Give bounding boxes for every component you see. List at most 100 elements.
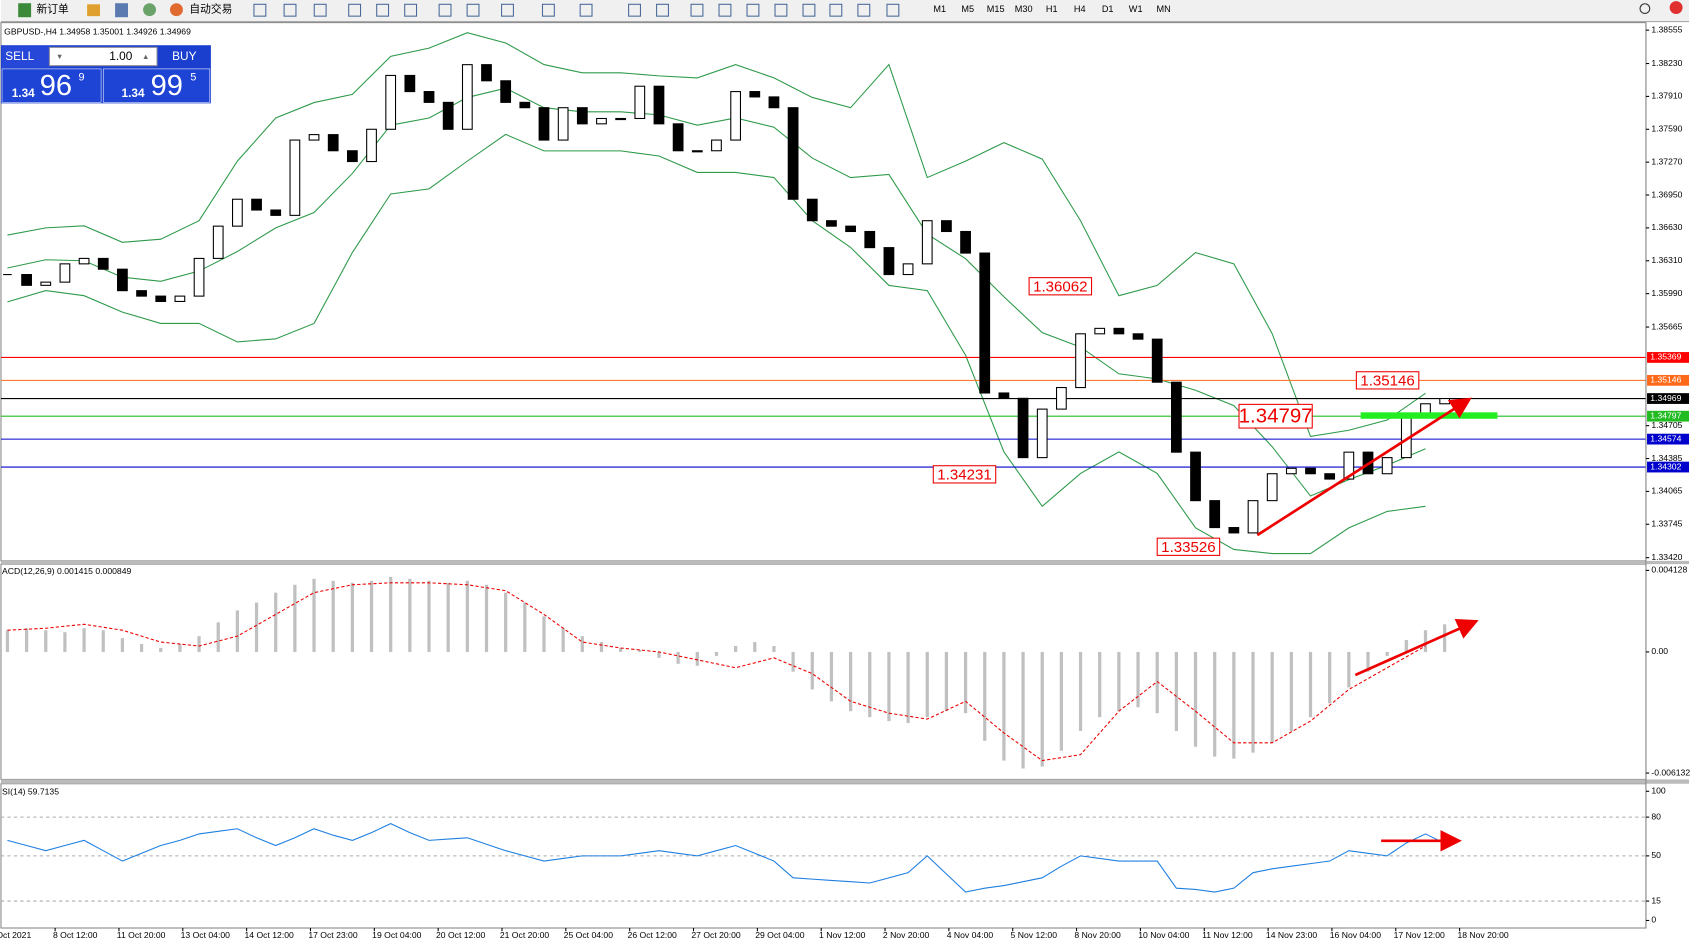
time-label: 26 Oct 12:00 [628, 930, 678, 940]
tool-icon[interactable] [886, 3, 900, 17]
period-button[interactable]: M1 [933, 4, 946, 14]
macd-bar [714, 651, 719, 656]
tool-icon[interactable] [348, 3, 362, 17]
tool-icon[interactable] [802, 3, 816, 17]
time-label: 13 Oct 04:00 [181, 930, 231, 940]
macd-header: ACD(12,26,9) 0.001415 0.000849 [2, 566, 131, 576]
tool-icon[interactable] [774, 3, 788, 17]
sell-button[interactable] [2, 46, 50, 68]
macd-bar [1366, 651, 1370, 672]
tool-icon[interactable] [283, 3, 297, 17]
auto-trade-button[interactable]: 自动交易 [189, 3, 232, 16]
y-tick-label: 1.34385 [1651, 453, 1682, 463]
bull-candle [40, 281, 52, 286]
ask-main: 99 [151, 70, 183, 102]
macd-bar [465, 580, 469, 652]
buy-price[interactable] [102, 68, 211, 103]
bull-candle [557, 107, 569, 141]
icon[interactable] [143, 3, 156, 17]
tool-icon[interactable] [628, 3, 641, 17]
lots-value[interactable]: 1.00 [109, 49, 132, 63]
notification-icon[interactable] [1669, 1, 1683, 14]
bull-candle [691, 150, 703, 153]
tool-icon[interactable] [829, 3, 843, 17]
lots-up[interactable]: ▲ [142, 52, 149, 61]
macd-bar [484, 584, 489, 652]
tool-icon[interactable] [466, 3, 480, 17]
auto-trade-icon[interactable] [169, 3, 183, 17]
tool-icon[interactable] [376, 3, 390, 17]
time-label: 11 Nov 12:00 [1202, 930, 1253, 940]
bull-candle [1056, 387, 1067, 410]
tool-icon[interactable] [541, 3, 555, 17]
level-tag [1647, 461, 1690, 473]
period-button[interactable]: W1 [1129, 4, 1143, 14]
time-label: 8 Nov 20:00 [1074, 930, 1121, 940]
macd-bar [1347, 651, 1351, 688]
tool-icon[interactable] [579, 3, 593, 17]
buy-label[interactable]: BUY [172, 49, 196, 63]
period-button[interactable]: H1 [1046, 4, 1058, 14]
level-tag [1647, 374, 1690, 386]
time-label: 8 Oct 12:00 [53, 930, 98, 940]
macd-bar [1213, 651, 1217, 757]
tool-icon[interactable] [690, 3, 704, 17]
macd-bar [1232, 651, 1236, 759]
y-tick-label: 1.34065 [1651, 486, 1682, 496]
sell-price[interactable] [1, 68, 102, 103]
bull-candle [596, 117, 607, 125]
bull-candle [289, 139, 301, 216]
y-tick-label: 100 [1651, 786, 1666, 796]
period-button[interactable]: M5 [961, 4, 974, 14]
macd-bar [1155, 651, 1159, 714]
macd-bar [369, 580, 374, 652]
search-icon[interactable] [1639, 3, 1651, 14]
bull-candle [1036, 408, 1048, 459]
tool-icon[interactable] [253, 3, 267, 17]
y-tick-label: 80 [1651, 811, 1661, 821]
macd-bar [1251, 651, 1255, 753]
ask-big: 1.34 [122, 86, 145, 100]
lots-down[interactable]: ▼ [56, 52, 63, 61]
macd-bar [446, 582, 450, 652]
period-button[interactable]: MN [1157, 4, 1171, 14]
tool-icon[interactable] [857, 3, 871, 17]
tool-icon[interactable] [656, 3, 669, 17]
tool-icon[interactable] [746, 3, 760, 17]
lots-input[interactable] [48, 46, 158, 67]
tool-icon[interactable] [313, 3, 327, 17]
bear-candle [653, 85, 665, 125]
macd-bar [523, 602, 527, 652]
new-order-button[interactable]: 新订单 [36, 3, 69, 16]
tool-icon[interactable] [438, 3, 452, 17]
macd-bar [1059, 651, 1064, 751]
period-button[interactable]: M30 [1015, 4, 1033, 14]
icon[interactable] [87, 4, 101, 17]
macd-bar [599, 642, 604, 652]
period-button[interactable]: M15 [987, 4, 1005, 14]
sell-label[interactable]: SELL [5, 49, 34, 63]
price-annotation: 1.35146 [1360, 372, 1414, 389]
bear-candle [423, 91, 435, 103]
price-annotation: 1.34797 [1239, 405, 1313, 428]
level-tag [1647, 410, 1690, 422]
level-label: 1.35146 [1650, 375, 1681, 385]
tool-icon[interactable] [718, 3, 732, 17]
time-label: 19 Oct 04:00 [372, 930, 422, 940]
bear-candle [538, 107, 550, 141]
period-button[interactable]: D1 [1102, 4, 1114, 14]
macd-bar [887, 651, 891, 722]
macd-bar [350, 582, 354, 652]
macd-bar [1193, 651, 1198, 747]
macd-bar [676, 651, 680, 664]
tool-icon[interactable] [404, 3, 418, 17]
macd-bar [944, 651, 949, 712]
period-button[interactable]: H4 [1074, 4, 1086, 14]
y-tick-label: 0.004128 [1651, 565, 1687, 575]
new-order-icon[interactable] [18, 3, 32, 18]
macd-bar [1021, 651, 1025, 769]
icon[interactable] [115, 3, 129, 18]
bid-small: 9 [78, 71, 84, 83]
tool-icon[interactable] [501, 3, 514, 17]
